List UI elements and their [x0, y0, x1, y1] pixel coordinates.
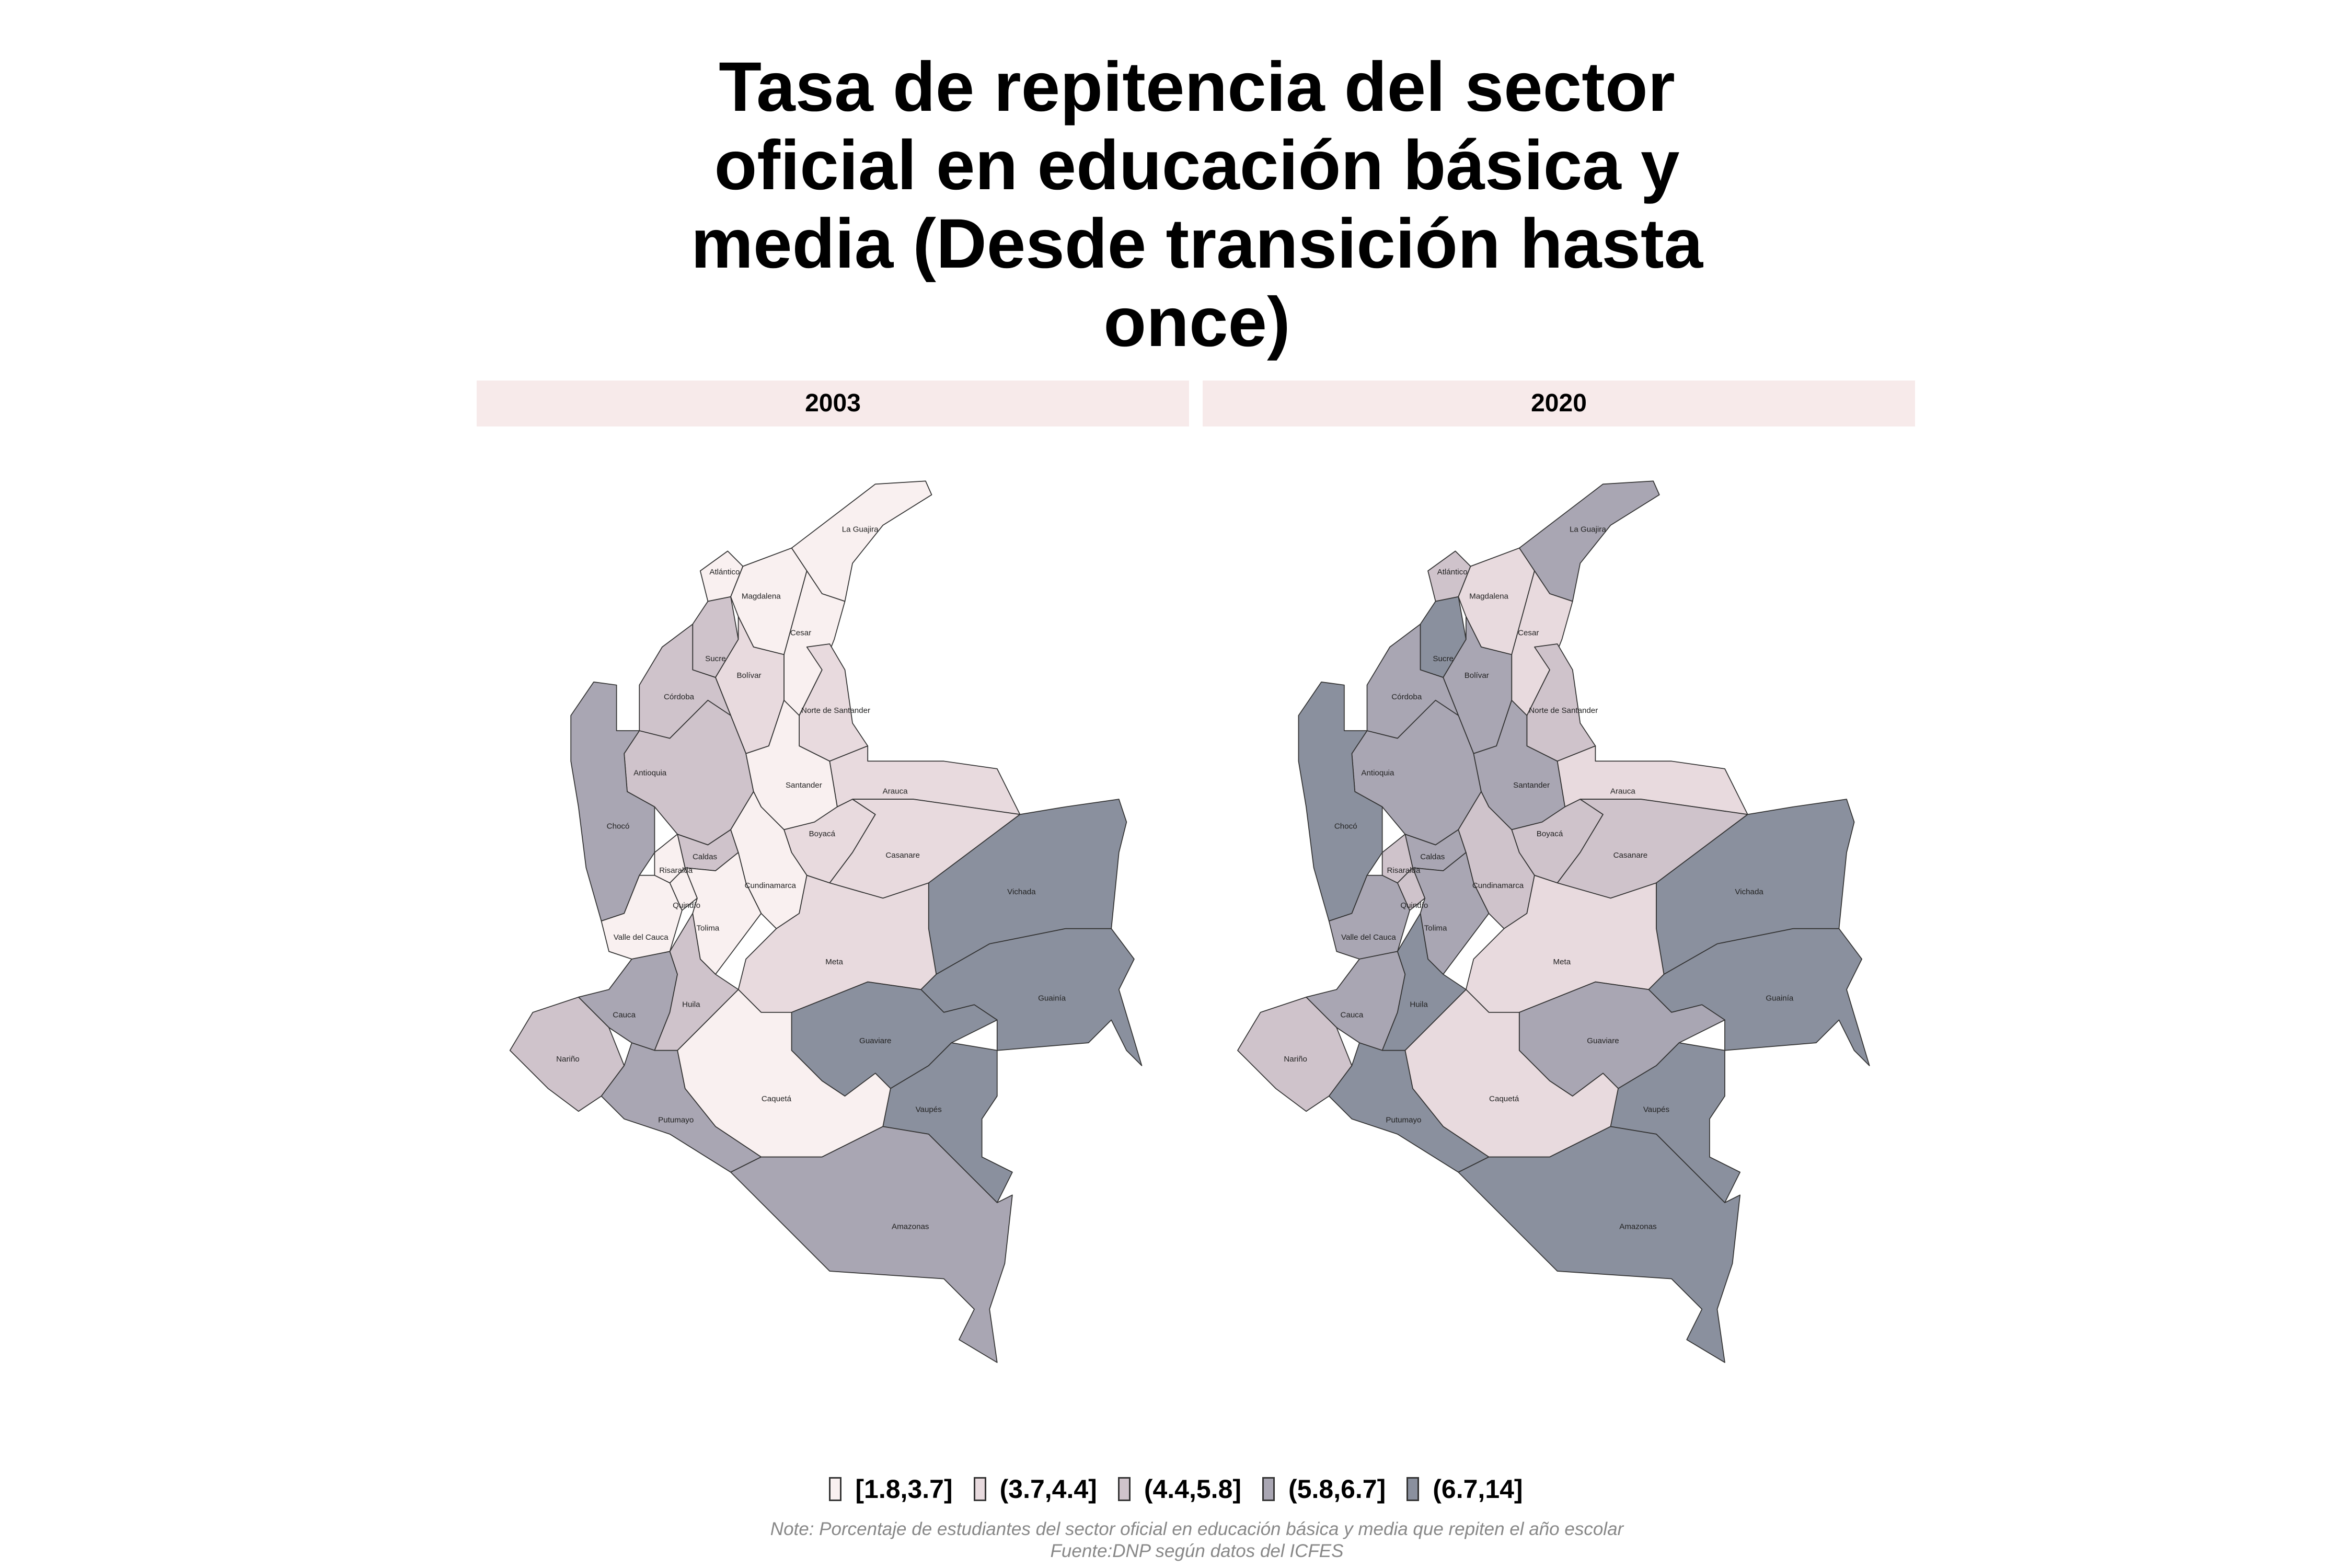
legend-key	[1406, 1477, 1420, 1501]
department	[601, 874, 683, 960]
department-label: Cesar	[790, 629, 811, 638]
department-label: Quindío	[673, 901, 700, 910]
department-label: Huila	[682, 1000, 700, 1009]
map-panel: La Guajira Atlántico Magdalena Cesar Sucre Bo…	[1237, 480, 1870, 1363]
chart-title: Tasa de repitencia del sector oficial en…	[690, 48, 1703, 361]
department-label: Norte de Santander	[1529, 706, 1598, 715]
department-label: Guaviare	[859, 1036, 891, 1045]
legend-key	[829, 1477, 842, 1501]
legend-label: (4.4,5.8]	[1144, 1474, 1242, 1504]
department-label: Casanare	[885, 851, 920, 860]
department-label: Quindío	[1400, 901, 1428, 910]
panel-strip: 2020	[1203, 381, 1915, 426]
legend-item: [1.8,3.7]	[829, 1474, 953, 1504]
department-label: Putumayo	[1386, 1116, 1421, 1125]
department-label: Guainía	[1766, 994, 1794, 1003]
department-label: Antioquia	[633, 769, 667, 778]
department	[1298, 681, 1383, 922]
department-label: Cundinamarca	[745, 881, 797, 890]
legend-label: [1.8,3.7]	[855, 1474, 953, 1504]
department-label: Sucre	[1433, 654, 1454, 663]
department-label: Amazonas	[892, 1223, 929, 1231]
legend-item: (3.7,4.4]	[973, 1474, 1097, 1504]
department-label: Cesar	[1518, 629, 1539, 638]
department-label: Cauca	[613, 1011, 636, 1020]
department-label: Vaupés	[916, 1105, 942, 1114]
legend-key	[973, 1477, 986, 1501]
department-label: Córdoba	[664, 693, 695, 701]
department	[1328, 874, 1410, 960]
department-label: La Guajira	[1570, 525, 1606, 534]
department-label: Huila	[1410, 1000, 1428, 1009]
department-label: Sucre	[705, 654, 726, 663]
department-label: Valle del Cauca	[1341, 933, 1396, 942]
department-label: Caquetá	[1489, 1094, 1519, 1103]
department-label: La Guajira	[842, 525, 879, 534]
department-label: Caldas	[693, 852, 718, 861]
panel-strip: 2003	[477, 381, 1189, 426]
department-label: Valle del Cauca	[614, 933, 668, 942]
department-label: Nariño	[556, 1055, 580, 1064]
department-label: Vichada	[1735, 887, 1763, 896]
department-label: Guaviare	[1587, 1036, 1619, 1045]
department-label: Caquetá	[762, 1094, 792, 1103]
department-label: Chocó	[1334, 822, 1357, 831]
department-label: Vichada	[1007, 887, 1036, 896]
department-label: Casanare	[1613, 851, 1648, 860]
department-label: Atlántico	[709, 568, 740, 577]
department-label: Risaralda	[1387, 866, 1420, 875]
department-label: Cauca	[1341, 1011, 1364, 1020]
legend: [1.8,3.7] (3.7,4.4] (4.4,5.8] (5.8,6.7] (6.7…	[0, 1474, 2352, 1504]
department-label: Amazonas	[1619, 1223, 1657, 1231]
department-label: Santander	[1513, 781, 1550, 790]
department-label: Cundinamarca	[1472, 881, 1524, 890]
legend-label: (3.7,4.4]	[999, 1474, 1097, 1504]
department-label: Arauca	[1610, 787, 1636, 796]
department-label: Bolívar	[1465, 671, 1489, 680]
map-panel: La Guajira Atlántico Magdalena Cesar Sucre Bo…	[509, 480, 1143, 1363]
department-label: Guainía	[1038, 994, 1066, 1003]
department-label: Antioquia	[1361, 769, 1394, 778]
department-label: Caldas	[1420, 852, 1445, 861]
department-label: Bolívar	[736, 671, 761, 680]
department-label: Magdalena	[1469, 592, 1508, 601]
legend-item: (6.7,14]	[1406, 1474, 1523, 1504]
department-label: Chocó	[607, 822, 630, 831]
department-label: Boyacá	[809, 829, 836, 838]
department-label: Tolima	[1424, 924, 1447, 933]
department-label: Risaralda	[659, 866, 693, 875]
department-label: Meta	[1553, 958, 1571, 966]
note: Note: Porcentaje de estudiantes del sect…	[770, 1519, 1624, 1561]
department-label: Córdoba	[1391, 693, 1422, 701]
department-label: Tolima	[697, 924, 720, 933]
department-label: Boyacá	[1537, 829, 1563, 838]
department	[730, 1126, 1013, 1363]
department	[601, 1042, 762, 1173]
legend-item: (5.8,6.7]	[1262, 1474, 1386, 1504]
department-label: Arauca	[883, 787, 908, 796]
department	[1328, 1042, 1490, 1173]
department-label: Atlántico	[1437, 568, 1468, 577]
department-label: Santander	[786, 781, 822, 790]
department-label: Vaupés	[1643, 1105, 1670, 1114]
legend-key	[1117, 1477, 1131, 1501]
department-label: Meta	[825, 958, 843, 966]
department-label: Putumayo	[658, 1116, 694, 1125]
department-label: Magdalena	[742, 592, 781, 601]
department-label: Nariño	[1284, 1055, 1307, 1064]
department	[570, 681, 655, 922]
department	[1412, 852, 1490, 975]
department-label: Norte de Santander	[801, 706, 870, 715]
department	[1458, 1126, 1740, 1363]
legend-key	[1262, 1477, 1275, 1501]
department	[684, 852, 762, 975]
legend-label: (5.8,6.7]	[1288, 1474, 1386, 1504]
legend-label: (6.7,14]	[1433, 1474, 1523, 1504]
legend-item: (4.4,5.8]	[1117, 1474, 1242, 1504]
